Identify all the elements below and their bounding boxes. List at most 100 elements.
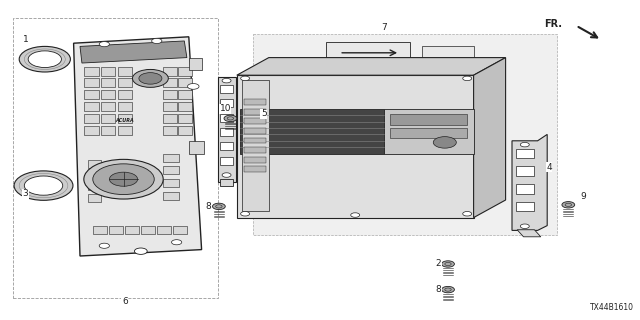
Circle shape xyxy=(222,173,231,177)
Polygon shape xyxy=(326,42,410,67)
Polygon shape xyxy=(84,78,99,87)
Polygon shape xyxy=(118,78,132,87)
Polygon shape xyxy=(173,226,187,234)
Polygon shape xyxy=(516,166,534,176)
Polygon shape xyxy=(237,75,474,218)
Polygon shape xyxy=(244,99,266,105)
Text: 9: 9 xyxy=(581,192,586,201)
Polygon shape xyxy=(101,78,115,87)
Polygon shape xyxy=(244,109,266,115)
Polygon shape xyxy=(244,128,266,134)
Circle shape xyxy=(224,115,237,122)
Text: 8: 8 xyxy=(205,202,211,211)
Circle shape xyxy=(109,172,138,186)
Polygon shape xyxy=(84,126,99,135)
Polygon shape xyxy=(163,114,177,123)
Circle shape xyxy=(562,202,575,208)
Polygon shape xyxy=(244,138,266,143)
Polygon shape xyxy=(512,134,547,230)
Polygon shape xyxy=(101,126,115,135)
Circle shape xyxy=(463,76,472,81)
Polygon shape xyxy=(101,114,115,123)
Polygon shape xyxy=(163,102,177,111)
Polygon shape xyxy=(101,102,115,111)
Polygon shape xyxy=(118,102,132,111)
Polygon shape xyxy=(244,118,266,124)
Circle shape xyxy=(188,84,199,89)
Polygon shape xyxy=(84,102,99,111)
Text: ACURA: ACURA xyxy=(115,117,134,123)
Polygon shape xyxy=(157,226,171,234)
Circle shape xyxy=(132,69,168,87)
Circle shape xyxy=(84,159,163,199)
Polygon shape xyxy=(84,67,99,76)
Circle shape xyxy=(351,213,360,217)
Text: 1: 1 xyxy=(23,36,28,44)
Polygon shape xyxy=(244,147,266,153)
Text: TX44B1610: TX44B1610 xyxy=(589,303,634,312)
Circle shape xyxy=(241,76,250,81)
Polygon shape xyxy=(516,184,534,194)
Polygon shape xyxy=(218,77,236,182)
Polygon shape xyxy=(178,67,192,76)
Polygon shape xyxy=(253,34,557,235)
Circle shape xyxy=(99,42,109,47)
Polygon shape xyxy=(220,128,233,136)
Polygon shape xyxy=(384,109,474,154)
Polygon shape xyxy=(178,126,192,135)
Circle shape xyxy=(134,248,147,254)
Polygon shape xyxy=(125,226,139,234)
Polygon shape xyxy=(220,85,233,93)
Polygon shape xyxy=(101,67,115,76)
Text: 6: 6 xyxy=(122,297,127,306)
Polygon shape xyxy=(178,90,192,99)
Polygon shape xyxy=(474,58,506,218)
Polygon shape xyxy=(422,46,474,61)
Polygon shape xyxy=(163,179,179,187)
Circle shape xyxy=(520,224,529,228)
Polygon shape xyxy=(220,114,233,122)
Polygon shape xyxy=(88,182,101,190)
Polygon shape xyxy=(163,90,177,99)
Circle shape xyxy=(24,176,63,195)
Polygon shape xyxy=(220,179,233,186)
Polygon shape xyxy=(163,78,177,87)
Circle shape xyxy=(99,243,109,248)
Polygon shape xyxy=(189,58,202,70)
Polygon shape xyxy=(516,202,534,211)
Polygon shape xyxy=(178,78,192,87)
Polygon shape xyxy=(118,90,132,99)
Polygon shape xyxy=(80,41,187,63)
Polygon shape xyxy=(220,157,233,165)
Polygon shape xyxy=(118,114,132,123)
Polygon shape xyxy=(220,142,233,150)
Polygon shape xyxy=(88,171,101,179)
Circle shape xyxy=(241,212,250,216)
Text: 4: 4 xyxy=(547,163,552,172)
Polygon shape xyxy=(163,154,179,162)
Circle shape xyxy=(172,240,182,245)
Polygon shape xyxy=(517,230,541,237)
Bar xyxy=(13,18,218,298)
Polygon shape xyxy=(244,157,266,163)
Text: FR.: FR. xyxy=(544,19,562,29)
Polygon shape xyxy=(240,109,384,154)
Polygon shape xyxy=(220,99,233,107)
Polygon shape xyxy=(163,192,179,200)
Polygon shape xyxy=(242,80,269,211)
Text: 2: 2 xyxy=(436,260,441,268)
Circle shape xyxy=(463,212,472,216)
Polygon shape xyxy=(516,149,534,158)
Polygon shape xyxy=(88,160,101,168)
Polygon shape xyxy=(163,67,177,76)
Polygon shape xyxy=(189,141,204,154)
Circle shape xyxy=(433,137,456,148)
Circle shape xyxy=(139,73,162,84)
Circle shape xyxy=(28,51,61,68)
Circle shape xyxy=(442,261,454,267)
Text: 8: 8 xyxy=(436,285,441,294)
Circle shape xyxy=(222,78,231,83)
Text: 5: 5 xyxy=(261,109,266,118)
Text: 10: 10 xyxy=(220,104,231,113)
Circle shape xyxy=(93,164,154,195)
